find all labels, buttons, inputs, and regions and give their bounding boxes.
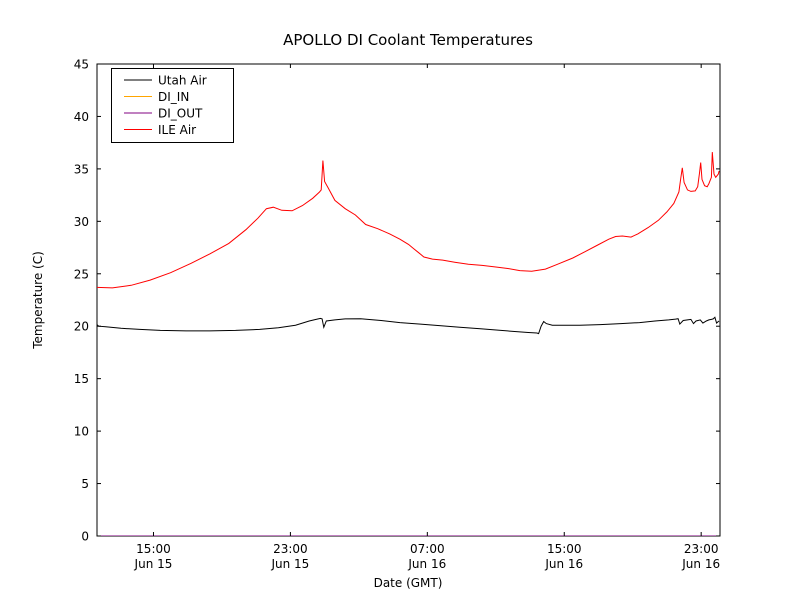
y-tick-label: 25 xyxy=(74,267,89,281)
legend-label-di-out: DI_OUT xyxy=(158,107,203,121)
x-tick-label-date: Jun 16 xyxy=(681,557,720,571)
y-tick-label: 5 xyxy=(81,477,89,491)
x-tick-label-time: 15:00 xyxy=(547,542,582,556)
series-line-utah-air xyxy=(97,316,720,335)
x-tick-label-time: 23:00 xyxy=(684,542,719,556)
x-tick-label-date: Jun 16 xyxy=(544,557,583,571)
y-tick-label: 15 xyxy=(74,372,89,386)
legend-label-utah-air: Utah Air xyxy=(158,74,207,88)
chart-title: APOLLO DI Coolant Temperatures xyxy=(283,31,533,49)
x-tick-label-date: Jun 16 xyxy=(407,557,446,571)
y-tick-label: 35 xyxy=(74,162,89,176)
y-tick-label: 20 xyxy=(74,320,89,334)
x-tick-label-time: 23:00 xyxy=(273,542,308,556)
series-line-ile-air xyxy=(97,152,720,289)
y-tick-label: 40 xyxy=(74,110,89,124)
series-group xyxy=(97,152,720,536)
x-axis-label: Date (GMT) xyxy=(374,576,443,590)
legend-box xyxy=(111,68,234,143)
y-tick-label: 0 xyxy=(81,530,89,544)
x-tick-label-time: 07:00 xyxy=(410,542,445,556)
x-tick-label-time: 15:00 xyxy=(136,542,171,556)
legend-label-di-in: DI_IN xyxy=(158,90,189,104)
x-tick-label-date: Jun 15 xyxy=(270,557,309,571)
y-axis-label: Temperature (C) xyxy=(31,251,45,350)
y-tick-label: 30 xyxy=(74,215,89,229)
y-tick-label: 10 xyxy=(74,425,89,439)
y-tick-label: 45 xyxy=(74,58,89,72)
legend-label-ile-air: ILE Air xyxy=(158,123,196,137)
x-tick-label-date: Jun 15 xyxy=(134,557,173,571)
